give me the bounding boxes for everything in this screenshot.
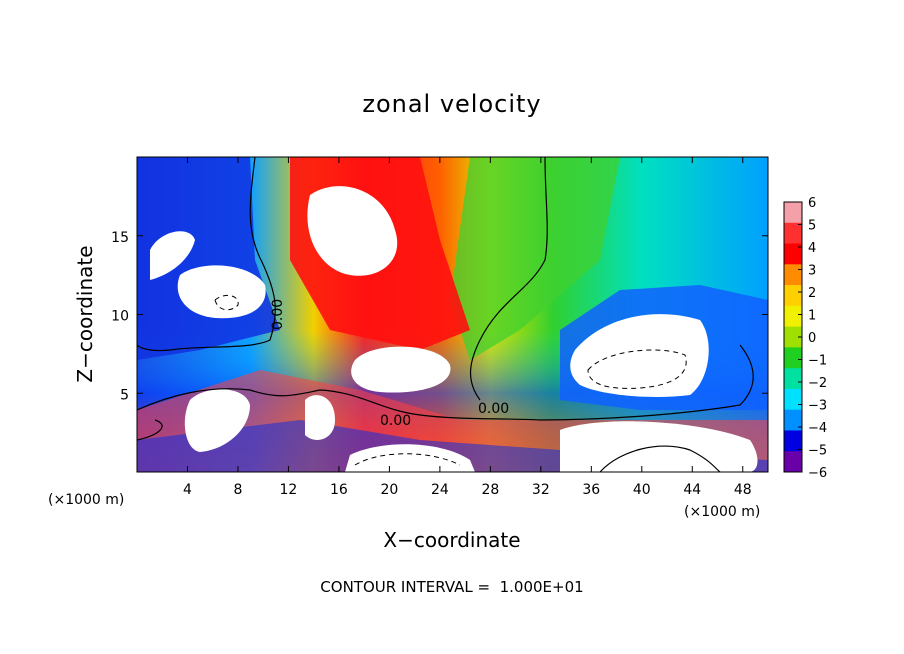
colorbar-segment [784, 326, 802, 348]
colorbar-tick-label: −5 [808, 444, 827, 459]
heatmap-field [137, 157, 768, 472]
x-tick-label: 8 [233, 482, 242, 498]
x-tick-label: 4 [183, 482, 192, 498]
y-axis-ticks: 5 10 15 [111, 230, 768, 403]
colorbar-segment [784, 285, 802, 307]
colorbar-segment [784, 264, 802, 286]
x-tick-label: 24 [431, 482, 449, 498]
colorbar-tick-label: 3 [808, 264, 816, 279]
colorbar-tick-label: 5 [808, 219, 816, 234]
colorbar-segment [784, 451, 802, 473]
x-tick-label: 20 [380, 482, 398, 498]
colorbar-segment [784, 222, 802, 245]
colorbar-segment [784, 243, 802, 265]
x-tick-label: 28 [481, 482, 499, 498]
contour-label: 0.00 [270, 299, 286, 330]
negative-contour-lines [214, 294, 687, 466]
y-tick-label: 5 [120, 387, 129, 403]
colorbar-tick-label: 6 [808, 196, 816, 211]
x-tick-label: 40 [633, 482, 651, 498]
colorbar-tick-label: −2 [808, 376, 827, 391]
y-tick-label: 15 [111, 230, 129, 246]
colorbar-segment [784, 305, 802, 328]
colorbar-segment [784, 388, 802, 411]
contour-label: 0.00 [478, 401, 509, 417]
x-axis-ticks: 4 8 12 16 20 24 28 32 36 40 44 48 [183, 157, 752, 498]
contour-label: 0.00 [380, 413, 411, 429]
x-tick-label: 44 [683, 482, 701, 498]
x-tick-label: 36 [582, 482, 600, 498]
colorbar-segment [784, 368, 802, 390]
colorbar-segment [784, 202, 802, 224]
contour-interval-note: CONTOUR INTERVAL = 1.000E+01 [320, 578, 583, 596]
colorbar-tick-label: 1 [808, 309, 816, 324]
x-tick-label: 12 [280, 482, 298, 498]
x-tick-label: 48 [734, 482, 752, 498]
colorbar-tick-label: 2 [808, 286, 816, 301]
colorbar: 6 5 4 3 2 1 0 −1 −2 −3 −4 −5 −6 [783, 196, 827, 481]
colorbar-tick-label: −1 [808, 354, 827, 369]
colorbar-tick-label: 4 [808, 241, 816, 256]
chart-title: zonal velocity [362, 90, 541, 118]
y-tick-label: 10 [111, 309, 129, 325]
contour-lines [137, 157, 754, 472]
x-axis-title: X−coordinate [383, 528, 520, 552]
colorbar-tick-label: −6 [808, 466, 827, 481]
x-unit-label-right: (×1000 m) [684, 504, 760, 520]
colorbar-segment [784, 409, 802, 431]
green-region [450, 157, 620, 360]
colorbar-segment [784, 347, 802, 369]
colorbar-segment [784, 430, 802, 452]
colorbar-tick-label: −3 [808, 399, 827, 414]
y-axis-title: Z−coordinate [73, 245, 97, 382]
x-unit-label-left: (×1000 m) [48, 492, 124, 508]
x-tick-label: 16 [330, 482, 348, 498]
x-tick-label: 32 [532, 482, 550, 498]
colorbar-tick-label: −4 [808, 421, 827, 436]
colorbar-tick-label: 0 [808, 331, 816, 346]
